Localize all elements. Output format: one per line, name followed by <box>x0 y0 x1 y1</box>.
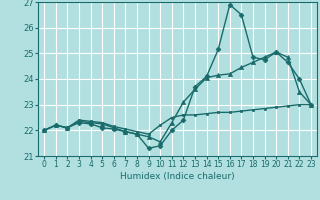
X-axis label: Humidex (Indice chaleur): Humidex (Indice chaleur) <box>120 172 235 181</box>
